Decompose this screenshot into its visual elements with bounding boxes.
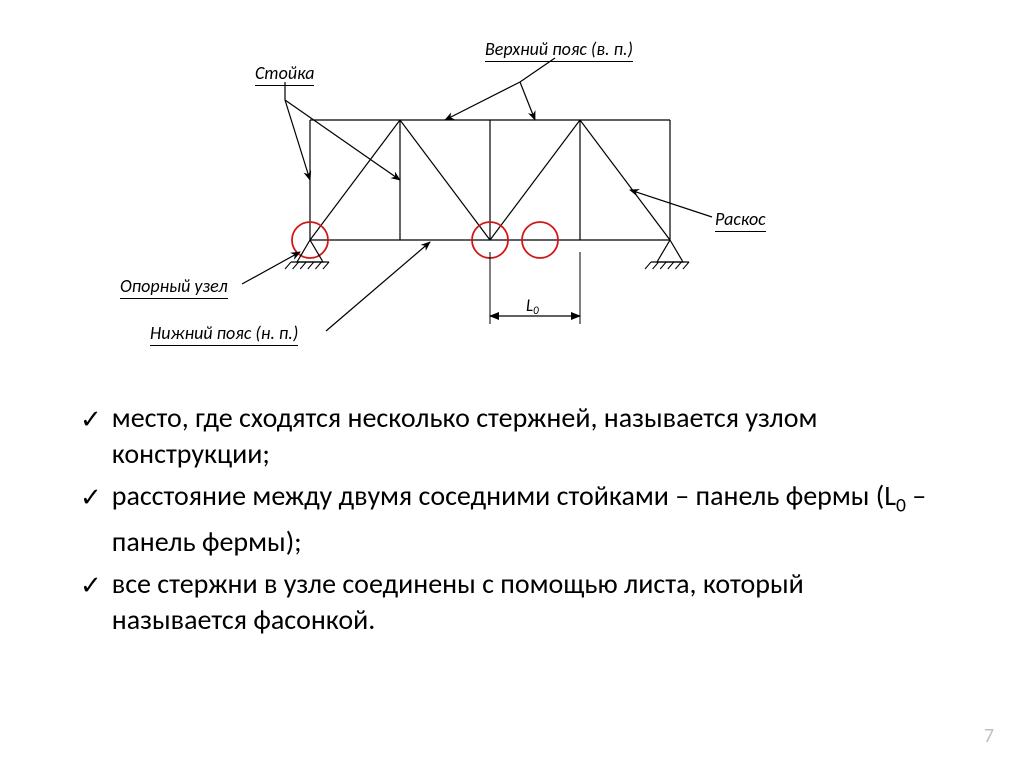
bullet-list: ✓ место, где сходятся несколько стержней,…	[80, 400, 940, 644]
bullet-text: все стержни в узле соединены с помощью л…	[112, 566, 940, 638]
page-number: 7	[984, 724, 994, 748]
label-support-node: Опорный узел	[120, 275, 228, 299]
bullet-text: расстояние между двумя соседними стойкам…	[112, 478, 940, 560]
check-icon: ✓	[80, 402, 102, 436]
svg-text:L0: L0	[526, 295, 539, 317]
bullet-item: ✓ все стержни в узле соединены с помощью …	[80, 566, 940, 638]
bullet-text: место, где сходятся несколько стержней, …	[112, 400, 940, 472]
check-icon: ✓	[80, 568, 102, 602]
truss-diagram: L0 Стойка Верхний пояс (в. п.) Раскос Оп…	[140, 20, 880, 360]
label-raskos: Раскос	[715, 208, 766, 232]
label-top-chord: Верхний пояс (в. п.)	[485, 38, 633, 62]
label-stoika: Стойка	[255, 62, 314, 86]
bullet-item: ✓ расстояние между двумя соседними стойка…	[80, 478, 940, 560]
label-bottom-chord: Нижний пояс (н. п.)	[150, 322, 298, 346]
check-icon: ✓	[80, 480, 102, 514]
truss-svg: L0	[140, 20, 880, 360]
bullet-item: ✓ место, где сходятся несколько стержней,…	[80, 400, 940, 472]
